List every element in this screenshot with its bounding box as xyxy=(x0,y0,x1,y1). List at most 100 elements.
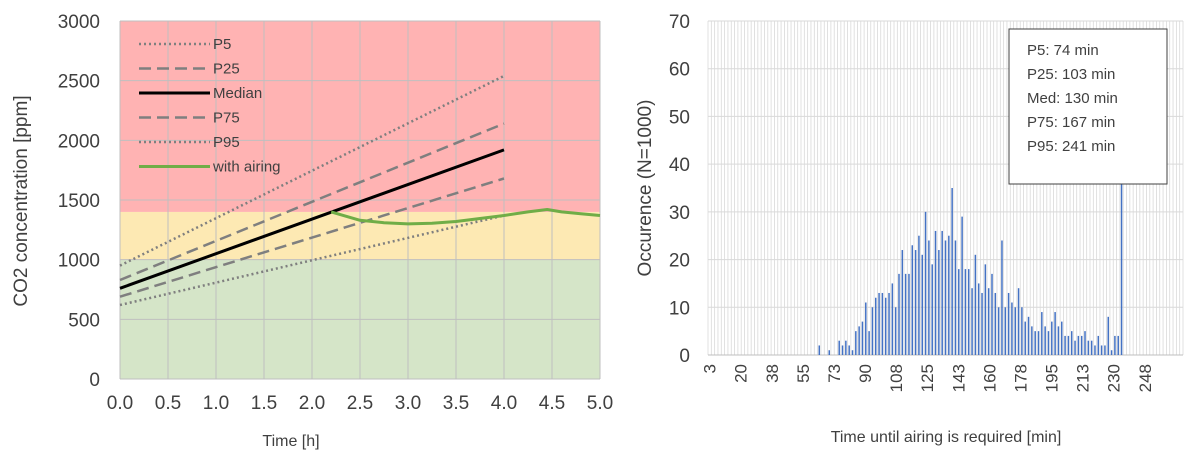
co2-x-tick-label: 0.0 xyxy=(107,393,133,414)
histogram-bar xyxy=(851,350,854,355)
co2-x-tick-label: 4.5 xyxy=(539,393,565,414)
histogram-x-tick-label: 195 xyxy=(1043,364,1062,392)
stats-line: P75: 167 min xyxy=(1027,114,1115,131)
co2-x-tick-label: 4.0 xyxy=(491,393,517,414)
histogram-bar xyxy=(987,288,990,355)
histogram-stats-box: P5: 74 min P25: 103 min Med: 130 min P75: 1… xyxy=(1008,28,1168,185)
histogram-bar xyxy=(1110,350,1113,355)
histogram-x-tick-label: 125 xyxy=(918,364,937,392)
legend-label-with-airing: with airing xyxy=(212,159,281,176)
co2-x-tick-label: 1.5 xyxy=(251,393,277,414)
co2-y-tick-label: 0 xyxy=(89,370,100,391)
histogram-bar xyxy=(1120,78,1123,355)
co2-line-chart: 0 500 1000 1500 2000 2500 3000 0.0 0.5 1.0 1.5 2.0… xyxy=(11,12,613,450)
histogram-bar xyxy=(894,307,897,355)
histogram-bar xyxy=(1051,321,1053,355)
histogram-bar xyxy=(1070,331,1073,355)
histogram-x-tick-label: 143 xyxy=(949,364,968,392)
histogram-bar xyxy=(951,188,953,355)
histogram-y-tick-label: 60 xyxy=(669,60,690,81)
stats-line: P5: 74 min xyxy=(1027,42,1099,59)
histogram-bar xyxy=(874,297,877,355)
histogram-bar xyxy=(901,250,904,355)
histogram-bar xyxy=(961,216,963,355)
co2-x-axis-title: Time [h] xyxy=(262,433,319,450)
histogram-x-tick-label: 20 xyxy=(732,364,751,383)
histogram-bar xyxy=(1080,335,1083,355)
histogram-bars xyxy=(818,78,1123,355)
histogram-bar xyxy=(997,307,1000,355)
co2-legend: P5 P25 Median P75 P95 with airing xyxy=(139,36,281,176)
histogram-bar xyxy=(1077,335,1080,355)
histogram-bar xyxy=(1114,335,1116,355)
histogram-bar xyxy=(828,350,830,355)
histogram-bar xyxy=(818,345,821,355)
co2-y-tick-label: 2000 xyxy=(58,131,100,152)
histogram-bar xyxy=(1031,326,1033,355)
co2-y-tick-label: 500 xyxy=(68,310,100,331)
histogram-bar xyxy=(941,230,943,355)
co2-x-tick-label: 0.5 xyxy=(155,393,181,414)
histogram-bar xyxy=(841,345,844,355)
histogram-x-tick-label: 55 xyxy=(794,364,813,383)
histogram-bar xyxy=(918,235,920,355)
histogram-y-axis-title: Occurence (N=1000) xyxy=(635,100,656,277)
histogram-bar xyxy=(1107,316,1110,355)
legend-label-median: Median xyxy=(213,85,262,102)
histogram-bar xyxy=(1067,335,1070,355)
stats-line: P25: 103 min xyxy=(1027,66,1115,83)
legend-label-p95: P95 xyxy=(213,134,240,151)
histogram-bar xyxy=(981,292,983,355)
histogram-bar xyxy=(1021,307,1023,355)
histogram-bar xyxy=(954,240,957,355)
histogram-bar xyxy=(924,211,927,355)
co2-x-tick-labels: 0.0 0.5 1.0 1.5 2.0 2.5 3.0 3.5 4.0 4.5 5.0 xyxy=(107,393,613,414)
histogram-bar xyxy=(1100,345,1103,355)
histogram-bar xyxy=(1004,307,1007,355)
histogram-bar xyxy=(1054,312,1056,355)
histogram-x-tick-label: 73 xyxy=(825,364,844,383)
co2-series-lines xyxy=(119,74,601,307)
histogram-bar xyxy=(1037,331,1040,355)
histogram-bar xyxy=(1041,312,1043,355)
histogram-bar xyxy=(1057,326,1060,355)
histogram-gridlines xyxy=(707,20,1184,356)
histogram-bar xyxy=(888,292,890,355)
histogram-bar xyxy=(934,230,937,355)
histogram-bar xyxy=(868,331,870,355)
histogram-bar xyxy=(938,250,940,355)
stats-box-frame xyxy=(1008,28,1168,185)
histogram-bar xyxy=(881,292,884,355)
histogram-x-axis-title: Time until airing is required [min] xyxy=(831,429,1062,446)
histogram-bar xyxy=(1034,331,1036,355)
histogram-bar xyxy=(1024,321,1026,355)
histogram-bar xyxy=(914,250,917,355)
histogram-bar xyxy=(1087,340,1090,355)
histogram-bar xyxy=(928,240,930,355)
histogram-bar xyxy=(845,340,847,355)
co2-x-tick-label: 2.0 xyxy=(299,393,325,414)
co2-y-tick-label: 2500 xyxy=(58,72,100,93)
co2-series-p95 xyxy=(119,214,505,307)
histogram-bar xyxy=(984,264,987,355)
histogram-x-tick-label: 160 xyxy=(980,364,999,392)
histogram-bar xyxy=(911,245,914,355)
occurrence-histogram: 0 10 20 30 40 50 60 70 3 20 38 55 73 90 108 125 143 160 1… xyxy=(635,12,1184,446)
co2-series-with-airing xyxy=(330,208,601,226)
co2-x-tick-label: 1.0 xyxy=(203,393,229,414)
co2-y-tick-label: 1500 xyxy=(58,191,100,212)
legend-label-p25: P25 xyxy=(213,61,240,78)
histogram-bar xyxy=(1027,316,1030,355)
histogram-bar xyxy=(1001,240,1003,355)
histogram-x-tick-label: 90 xyxy=(856,364,875,383)
co2-series-median xyxy=(119,148,505,290)
histogram-bar xyxy=(968,269,970,355)
histogram-bar xyxy=(1117,335,1119,355)
histogram-x-tick-label: 38 xyxy=(763,364,782,383)
histogram-y-tick-label: 10 xyxy=(669,298,690,319)
histogram-bar xyxy=(948,235,950,355)
co2-y-tick-label: 3000 xyxy=(58,12,100,33)
histogram-bar xyxy=(1047,331,1050,355)
histogram-bar xyxy=(904,273,907,355)
